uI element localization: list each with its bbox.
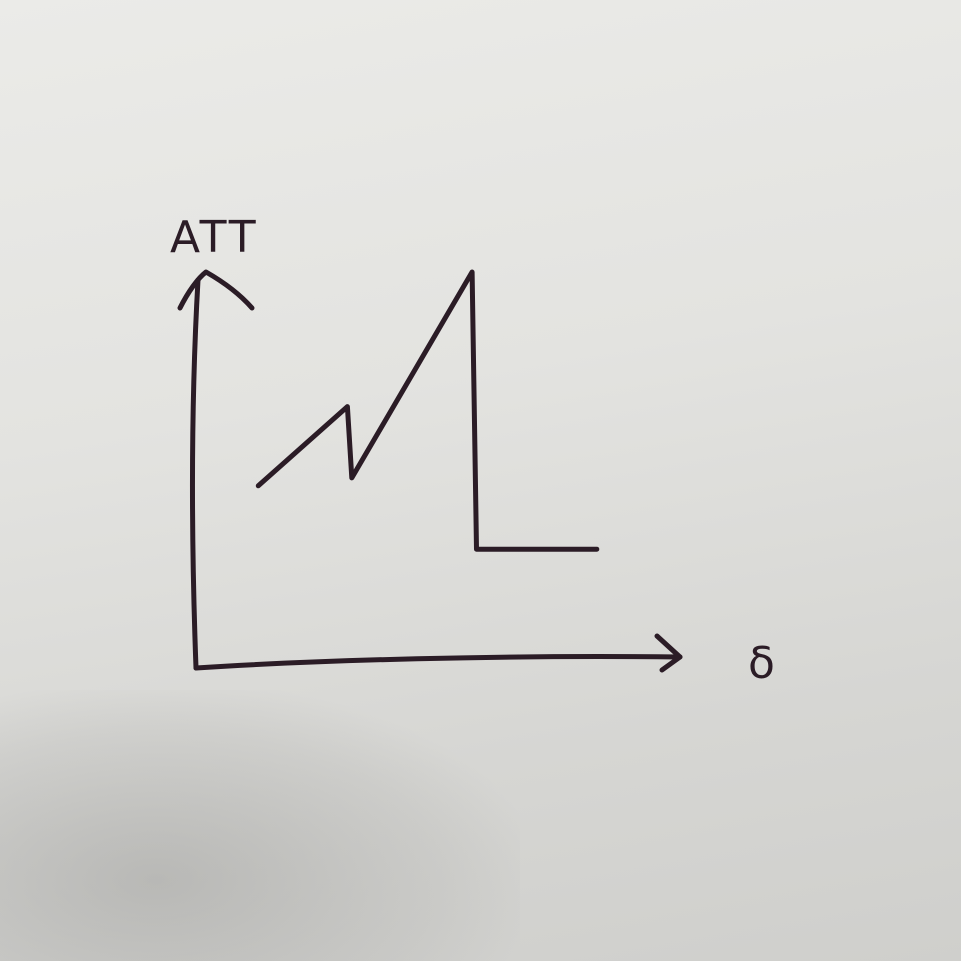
x-axis-label: δ <box>748 638 778 689</box>
x-axis-arrowhead <box>654 633 683 673</box>
y-axis-label: ATT <box>170 212 259 263</box>
y-axis <box>190 277 201 671</box>
series-line <box>255 269 600 552</box>
series-points <box>258 271 597 550</box>
y-axis-arrowhead <box>177 269 255 311</box>
x-axis <box>193 654 683 671</box>
